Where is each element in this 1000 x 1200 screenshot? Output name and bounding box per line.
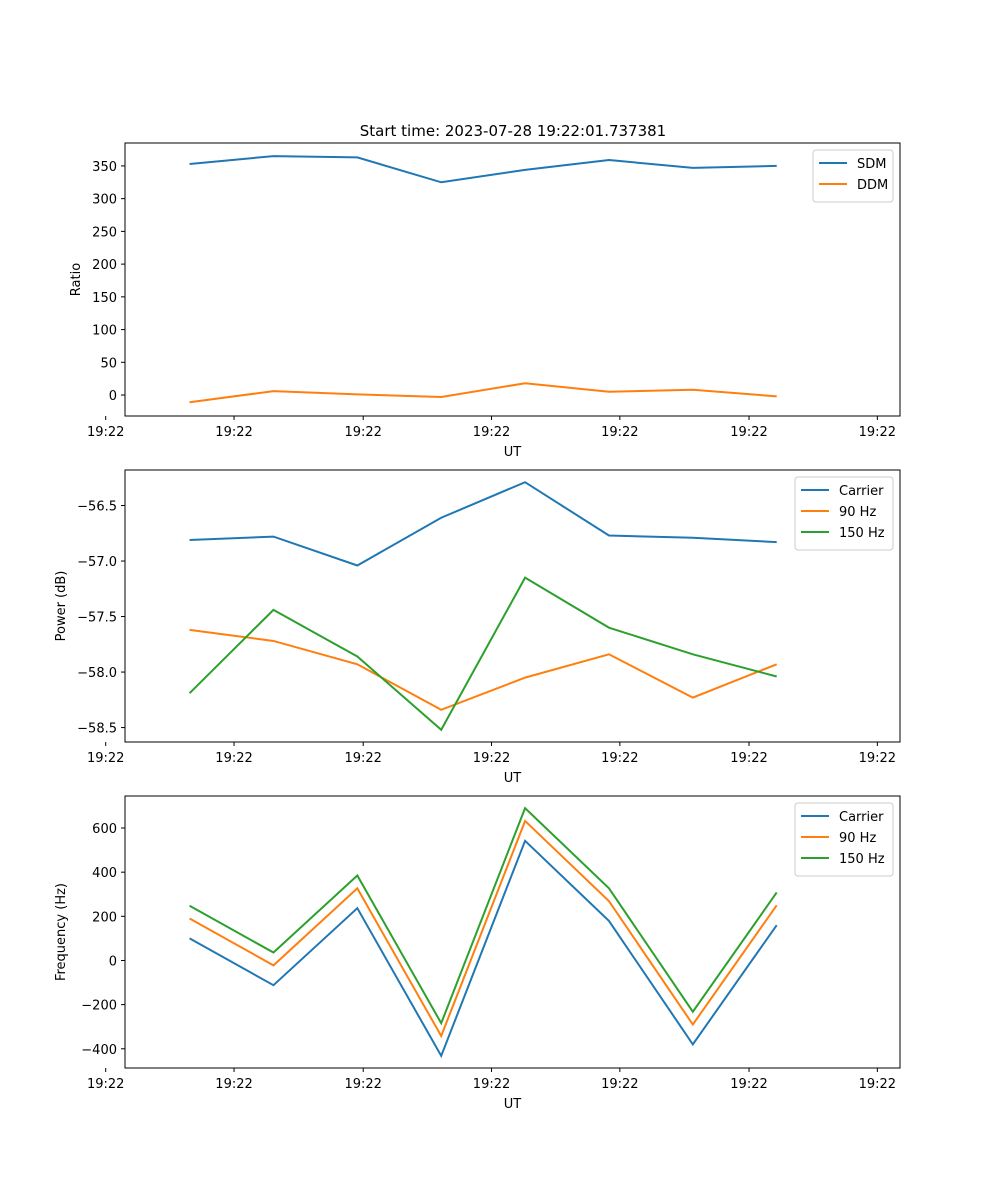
x-tick-label: 19:22 — [473, 1077, 510, 1092]
frequency-panel: 19:22 19:22 19:22 19:22 19:22 19:22 19:22 −400 −… — [54, 795, 901, 1112]
legend-label: Carrier — [839, 484, 884, 499]
series-line-sdm — [189, 155, 777, 184]
y-tick-label: 0 — [109, 954, 117, 969]
y-tick-label: −58.5 — [77, 722, 117, 737]
x-tick-label: 19:22 — [215, 751, 252, 766]
y-tick-label: 250 — [92, 225, 117, 240]
y-tick-label: −400 — [81, 1043, 117, 1058]
legend-label: 90 Hz — [839, 831, 876, 846]
legend: SDM DDM — [812, 149, 894, 203]
x-tick-label: 19:22 — [473, 425, 510, 440]
legend-label: DDM — [857, 178, 888, 193]
x-tick-label: 19:22 — [730, 425, 767, 440]
figure-title: Start time: 2023-07-28 19:22:01.737381 — [360, 122, 666, 140]
y-tick-label: 200 — [92, 258, 117, 273]
x-tick-label: 19:22 — [601, 1077, 638, 1092]
y-tick-label: 150 — [92, 291, 117, 306]
x-tick-label: 19:22 — [344, 425, 381, 440]
series-line-150-hz — [189, 806, 778, 1026]
series-line-150-hz — [188, 576, 777, 732]
x-tick-label: 19:22 — [859, 1077, 896, 1092]
y-tick-label: 100 — [92, 324, 117, 339]
y-tick-label: −57.0 — [77, 555, 117, 570]
x-tick-label: 19:22 — [859, 751, 896, 766]
x-tick-label: 19:22 — [87, 1077, 124, 1092]
x-tick-label: 19:22 — [215, 1077, 252, 1092]
y-tick-label: −57.5 — [77, 611, 117, 626]
y-tick-label: −58.0 — [77, 666, 117, 681]
x-tick-label: 19:22 — [601, 425, 638, 440]
x-tick-label: 19:22 — [730, 1077, 767, 1092]
y-axis-label: Power (dB) — [54, 571, 69, 642]
legend-label: Carrier — [839, 810, 884, 825]
power-panel: 19:22 19:22 19:22 19:22 19:22 19:22 19:22 −58.5… — [54, 469, 901, 786]
legend-label: 150 Hz — [839, 526, 885, 541]
y-tick-label: 300 — [92, 193, 117, 208]
y-tick-label: −56.5 — [77, 500, 117, 515]
legend: Carrier 90 Hz 150 Hz — [794, 802, 894, 877]
y-tick-label: 400 — [92, 866, 117, 881]
y-tick-label: 50 — [100, 356, 117, 371]
x-tick-label: 19:22 — [859, 425, 896, 440]
legend-label: 90 Hz — [839, 505, 876, 520]
y-tick-label: 200 — [92, 910, 117, 925]
legend: Carrier 90 Hz 150 Hz — [794, 476, 894, 551]
y-tick-label: 350 — [92, 160, 117, 175]
y-axis-label: Frequency (Hz) — [54, 883, 69, 981]
series-line-90-hz — [189, 819, 778, 1039]
x-tick-label: 19:22 — [344, 1077, 381, 1092]
y-axis-label: Ratio — [69, 263, 84, 296]
legend-label: 150 Hz — [839, 852, 885, 867]
y-tick-label: −200 — [81, 999, 117, 1014]
x-axis-label: UT — [504, 1097, 522, 1112]
series-line-carrier — [189, 839, 778, 1059]
axes-frame — [124, 469, 901, 743]
axes-frame — [124, 795, 901, 1069]
axes-frame — [124, 142, 901, 417]
series-line-ddm — [189, 382, 777, 404]
series-line-90-hz — [189, 628, 778, 711]
x-tick-label: 19:22 — [730, 751, 767, 766]
x-tick-label: 19:22 — [344, 751, 381, 766]
x-axis-label: UT — [504, 445, 522, 460]
x-tick-label: 19:22 — [87, 751, 124, 766]
series-line-carrier — [189, 481, 777, 567]
x-tick-label: 19:22 — [87, 425, 124, 440]
legend-label: SDM — [857, 157, 886, 172]
x-tick-label: 19:22 — [473, 751, 510, 766]
ratio-panel: 19:22 19:22 19:22 19:22 19:22 19:22 19:22 0 50 10… — [69, 142, 901, 460]
x-tick-label: 19:22 — [215, 425, 252, 440]
x-tick-label: 19:22 — [601, 751, 638, 766]
y-tick-label: 600 — [92, 822, 117, 837]
y-tick-label: 0 — [109, 389, 117, 404]
x-axis-label: UT — [504, 771, 522, 786]
